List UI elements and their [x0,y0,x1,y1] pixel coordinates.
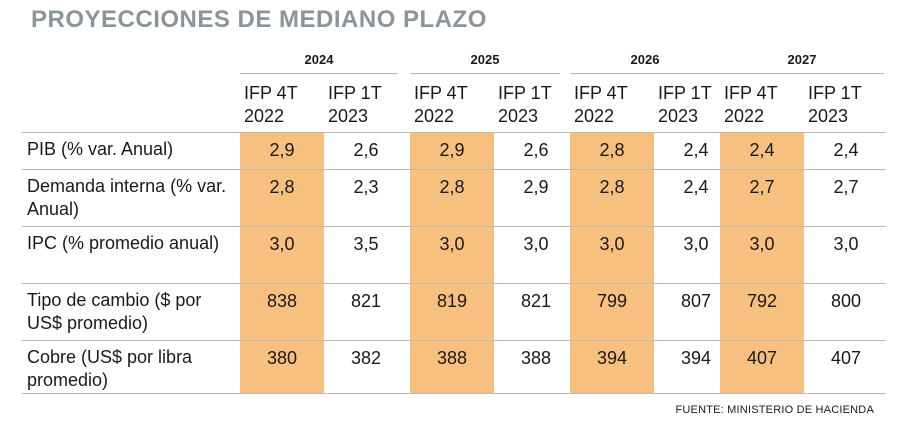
subcolumn-header-line: 2022 [574,106,615,126]
table-cell: 3,0 [523,234,549,254]
table-cell: 2,8 [599,177,625,197]
subcolumn-header-line: IFP 1T [658,83,712,103]
subcolumn-header-line: 2022 [414,106,455,126]
row-label: Tipo de cambio ($ por US$ promedio) [27,290,202,333]
table-cell: 407 [830,348,862,368]
table-cell: 3,0 [833,234,859,254]
year-header-2027: 2027 [787,52,817,67]
year-underline-2025 [410,73,560,74]
table-cell: 3,0 [439,234,465,254]
subcolumn-header-line: 2023 [328,106,369,126]
subcolumn-header-line: 2023 [498,106,539,126]
highlight-column-2027 [720,132,804,393]
row-separator [22,340,886,341]
year-underline-2024 [240,73,398,74]
table-cell: 800 [830,291,862,311]
table-cell: 838 [266,291,298,311]
year-underline-2027 [720,73,884,74]
table-cell: 807 [680,291,712,311]
subcolumn-header-line: IFP 4T [574,83,628,103]
row-label: IPC (% promedio anual) [27,233,220,253]
highlight-column-2024 [240,132,324,393]
table-cell: 388 [520,348,552,368]
table-cell: 2,8 [269,177,295,197]
subcolumn-header-2025-1: IFP 4T 2022 [414,82,468,128]
table-cell: 2,9 [523,177,549,197]
table-cell: 821 [520,291,552,311]
table-cell: 388 [436,348,468,368]
table-cell: 821 [350,291,382,311]
subcolumn-header-2027-1: IFP 4T 2022 [724,82,778,128]
table-cell: 2,7 [833,177,859,197]
table-cell: 799 [596,291,628,311]
subcolumn-header-line: IFP 4T [414,83,468,103]
table-cell: 3,0 [683,234,709,254]
year-header-2024: 2024 [304,52,334,67]
year-header-2025: 2025 [470,52,500,67]
row-label: PIB (% var. Anual) [27,139,174,159]
row-separator [22,132,886,133]
table-cell: 380 [266,348,298,368]
table-cell: 3,0 [749,234,775,254]
subcolumn-header-line: IFP 1T [808,83,862,103]
subcolumn-header-2024-1: IFP 4T 2022 [244,82,298,128]
subcolumn-header-line: IFP 1T [498,83,552,103]
table-cell: 2,3 [353,177,379,197]
table-cell: 3,5 [353,234,379,254]
highlight-column-2026 [570,132,654,393]
highlight-column-2025 [410,132,494,393]
table-cell: 2,4 [683,140,709,160]
subcolumn-header-line: IFP 4T [724,83,778,103]
table-cell: 2,6 [353,140,379,160]
subcolumn-header-line: 2022 [724,106,765,126]
table-cell: 2,8 [439,177,465,197]
subcolumn-header-line: IFP 4T [244,83,298,103]
table-cell: 2,7 [749,177,775,197]
table-cell: 394 [680,348,712,368]
row-label: Cobre (US$ por libra promedio) [27,347,193,390]
subcolumn-header-line: 2022 [244,106,285,126]
year-underline-2026 [570,73,720,74]
source-note: FUENTE: MINISTERIO DE HACIENDA [675,404,874,416]
table-cell: 2,8 [599,140,625,160]
subcolumn-header-2027-2: IFP 1T 2023 [808,82,862,128]
table-cell: 792 [746,291,778,311]
subcolumn-header-2025-2: IFP 1T 2023 [498,82,552,128]
row-separator [22,283,886,284]
table-cell: 407 [746,348,778,368]
table-cell: 2,4 [749,140,775,160]
subcolumn-header-line: 2023 [808,106,849,126]
table-cell: 2,4 [833,140,859,160]
subcolumn-header-line: IFP 1T [328,83,382,103]
subcolumn-header-2024-2: IFP 1T 2023 [328,82,382,128]
subcolumn-header-2026-2: IFP 1T 2023 [658,82,712,128]
table-cell: 2,9 [269,140,295,160]
table-cell: 382 [350,348,382,368]
chart-title: PROYECCIONES DE MEDIANO PLAZO [31,6,487,33]
year-header-2026: 2026 [630,52,660,67]
table-cell: 2,4 [683,177,709,197]
table-cell: 2,9 [439,140,465,160]
subcolumn-header-line: 2023 [658,106,699,126]
table-cell: 819 [436,291,468,311]
table-cell: 3,0 [269,234,295,254]
row-label: Demanda interna (% var. Anual) [27,176,227,219]
row-separator [22,393,886,394]
row-separator [22,226,886,227]
row-separator [22,169,886,170]
subcolumn-header-2026-1: IFP 4T 2022 [574,82,628,128]
table-cell: 3,0 [599,234,625,254]
table-cell: 2,6 [523,140,549,160]
table-cell: 394 [596,348,628,368]
